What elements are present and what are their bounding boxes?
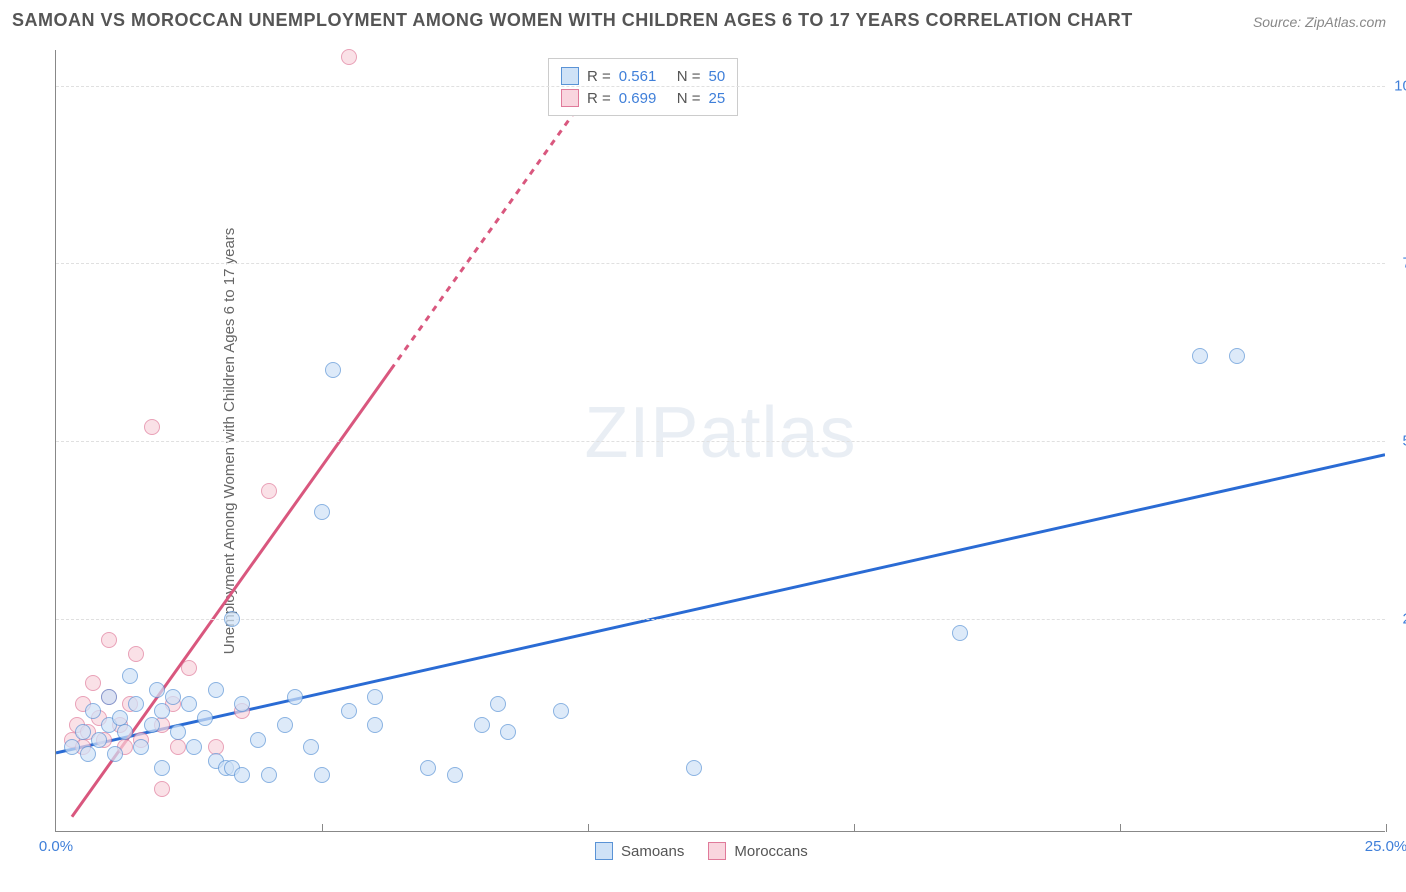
legend-N-label: N = [677, 68, 701, 85]
data-point-samoans [234, 767, 250, 783]
x-tick-mark [854, 824, 855, 832]
data-point-samoans [128, 696, 144, 712]
y-tick-label: 50.0% [1390, 433, 1406, 450]
legend-row-moroccans: R = 0.699 N = 25 [561, 87, 725, 109]
data-point-samoans [287, 689, 303, 705]
watermark-atlas: atlas [699, 392, 856, 472]
data-point-samoans [553, 703, 569, 719]
data-point-samoans [197, 710, 213, 726]
legend-N-value: 25 [709, 90, 726, 107]
y-tick-label: 25.0% [1390, 610, 1406, 627]
data-point-samoans [165, 689, 181, 705]
data-point-samoans [107, 746, 123, 762]
legend-row-samoans: R = 0.561 N = 50 [561, 65, 725, 87]
source-attribution: Source: ZipAtlas.com [1253, 14, 1386, 30]
data-point-samoans [367, 689, 383, 705]
data-point-samoans [686, 760, 702, 776]
y-tick-label: 75.0% [1390, 255, 1406, 272]
scatter-plot-area: ZIPatlas R =0.561N =50R =0.699N =25 25.0… [55, 50, 1385, 832]
x-tick-label: 0.0% [39, 838, 73, 855]
data-point-samoans [80, 746, 96, 762]
data-point-samoans [490, 696, 506, 712]
correlation-legend: R = 0.561 N = 50 R = 0.699 N = 25 [548, 58, 738, 116]
gridline-h [56, 441, 1385, 442]
watermark-zip: ZIP [584, 392, 699, 472]
data-point-samoans [474, 717, 490, 733]
data-point-samoans [277, 717, 293, 733]
legend-swatch-samoans [595, 842, 613, 860]
data-point-samoans [133, 739, 149, 755]
data-point-samoans [149, 682, 165, 698]
data-point-samoans [325, 362, 341, 378]
series-legend-label: Samoans [621, 843, 684, 860]
data-point-samoans [75, 724, 91, 740]
legend-R-label: R = [587, 68, 611, 85]
gridline-h [56, 263, 1385, 264]
data-point-moroccans [128, 646, 144, 662]
data-point-samoans [261, 767, 277, 783]
data-point-samoans [367, 717, 383, 733]
data-point-samoans [186, 739, 202, 755]
x-tick-label: 25.0% [1365, 838, 1406, 855]
series-legend: Samoans Moroccans [595, 842, 808, 860]
legend-swatch-moroccans [561, 89, 579, 107]
gridline-h [56, 619, 1385, 620]
chart-title: SAMOAN VS MOROCCAN UNEMPLOYMENT AMONG WO… [12, 10, 1133, 31]
data-point-moroccans [154, 781, 170, 797]
data-point-samoans [122, 668, 138, 684]
data-point-samoans [314, 767, 330, 783]
legend-R-label: R = [587, 90, 611, 107]
x-tick-mark [1120, 824, 1121, 832]
data-point-moroccans [341, 49, 357, 65]
data-point-samoans [91, 732, 107, 748]
data-point-moroccans [101, 632, 117, 648]
data-point-samoans [420, 760, 436, 776]
watermark: ZIPatlas [584, 391, 856, 473]
data-point-samoans [144, 717, 160, 733]
data-point-moroccans [144, 419, 160, 435]
legend-N-value: 50 [709, 68, 726, 85]
legend-swatch-moroccans [708, 842, 726, 860]
data-point-samoans [208, 682, 224, 698]
data-point-samoans [314, 504, 330, 520]
x-tick-mark [588, 824, 589, 832]
data-point-samoans [181, 696, 197, 712]
data-point-samoans [500, 724, 516, 740]
data-point-samoans [1192, 348, 1208, 364]
x-tick-mark [1386, 824, 1387, 832]
data-point-samoans [250, 732, 266, 748]
data-point-moroccans [181, 660, 197, 676]
data-point-samoans [341, 703, 357, 719]
data-point-samoans [952, 625, 968, 641]
data-point-samoans [447, 767, 463, 783]
data-point-samoans [170, 724, 186, 740]
data-point-samoans [154, 703, 170, 719]
series-legend-item-samoans: Samoans [595, 842, 684, 860]
data-point-samoans [154, 760, 170, 776]
data-point-samoans [85, 703, 101, 719]
data-point-samoans [1229, 348, 1245, 364]
x-tick-mark [322, 824, 323, 832]
legend-swatch-samoans [561, 67, 579, 85]
legend-R-value: 0.561 [619, 68, 669, 85]
data-point-samoans [224, 611, 240, 627]
data-point-moroccans [85, 675, 101, 691]
series-legend-item-moroccans: Moroccans [708, 842, 807, 860]
data-point-samoans [117, 724, 133, 740]
y-tick-label: 100.0% [1390, 77, 1406, 94]
legend-R-value: 0.699 [619, 90, 669, 107]
data-point-samoans [303, 739, 319, 755]
data-point-moroccans [261, 483, 277, 499]
data-point-samoans [101, 689, 117, 705]
gridline-h [56, 86, 1385, 87]
data-point-samoans [64, 739, 80, 755]
data-point-moroccans [170, 739, 186, 755]
series-legend-label: Moroccans [734, 843, 807, 860]
legend-N-label: N = [677, 90, 701, 107]
data-point-samoans [234, 696, 250, 712]
